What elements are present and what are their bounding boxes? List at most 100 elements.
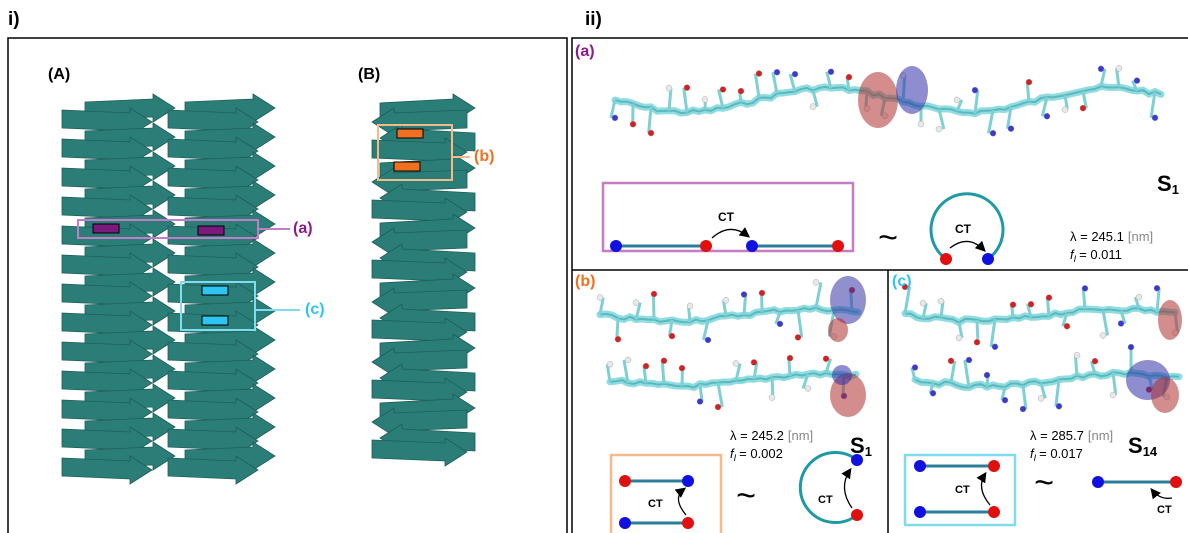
atom <box>930 390 936 396</box>
marker <box>394 162 420 171</box>
marker <box>397 129 423 138</box>
callout-label: (a) <box>293 220 313 237</box>
wavelength: λ = 245.1 [nm] <box>1070 229 1153 244</box>
ct-arrow <box>844 470 852 508</box>
orbital <box>858 72 898 128</box>
atom <box>846 74 852 80</box>
site <box>914 460 926 472</box>
side-chain <box>816 282 821 307</box>
atom <box>972 87 978 93</box>
orbital <box>1151 377 1179 413</box>
side-chain <box>669 88 671 111</box>
site <box>988 460 1000 472</box>
atom <box>805 385 811 391</box>
state: S14 <box>1128 433 1158 460</box>
atom <box>1064 323 1070 329</box>
atom <box>1116 65 1122 71</box>
site <box>851 454 863 466</box>
site <box>1092 476 1104 488</box>
atom <box>597 295 603 301</box>
atom <box>612 115 618 121</box>
atom <box>1010 302 1016 308</box>
marker <box>198 226 224 235</box>
wavelength-unit: [nm] <box>1128 229 1153 244</box>
atom <box>669 333 675 339</box>
atom <box>684 85 690 91</box>
ct: CT <box>818 494 833 506</box>
ct: CT <box>955 484 970 496</box>
marker <box>202 316 228 325</box>
oscillator: fI= 0.002 <box>730 446 783 463</box>
side-chain <box>965 360 969 388</box>
osc-value: = 0.011 <box>1079 247 1122 262</box>
ct-arrow <box>678 489 686 515</box>
atom <box>795 334 801 340</box>
atom <box>1136 294 1142 300</box>
atom <box>956 335 962 341</box>
atom <box>1128 344 1134 350</box>
side-chain <box>798 310 802 337</box>
ct: CT <box>1157 504 1172 516</box>
state-index: 1 <box>865 444 872 459</box>
stack-label: (B) <box>358 66 380 83</box>
atom <box>630 121 636 127</box>
atom <box>679 365 685 371</box>
wavelength-value: λ = 285.7 <box>1030 428 1084 443</box>
atom <box>828 69 834 75</box>
atom <box>687 303 693 309</box>
atom <box>651 291 657 297</box>
side-chain <box>773 72 777 93</box>
site <box>619 517 631 529</box>
ct: CT <box>955 222 972 236</box>
atom <box>1092 358 1098 364</box>
callout-label: (c) <box>305 301 325 318</box>
atom <box>1098 66 1104 72</box>
atom <box>938 298 944 304</box>
ct-arrow <box>981 474 990 505</box>
atom <box>774 69 780 75</box>
atom <box>705 337 711 343</box>
wavelength: λ = 285.7[nm] <box>1030 428 1113 443</box>
atom <box>1044 113 1050 119</box>
atom <box>720 86 726 92</box>
orbital <box>828 318 848 342</box>
state-letter: S <box>1157 171 1172 196</box>
osc-value: = 0.002 <box>739 446 783 461</box>
atom <box>1046 295 1052 301</box>
atom <box>984 372 990 378</box>
atom <box>756 71 762 77</box>
atom <box>787 355 793 361</box>
tilde: ~ <box>736 477 756 515</box>
atom <box>633 300 639 306</box>
state-letter: S <box>1128 433 1143 458</box>
atom <box>813 279 819 285</box>
side-chain <box>718 383 722 407</box>
atom <box>1118 321 1124 327</box>
tilde: ~ <box>1034 464 1054 502</box>
atom <box>759 290 765 296</box>
side-chain <box>977 320 978 342</box>
wavelength-value: λ = 245.1 <box>1070 229 1124 244</box>
side-chain <box>1023 385 1026 409</box>
marker <box>93 224 119 233</box>
state-index: 1 <box>1172 182 1179 197</box>
atom <box>792 71 798 77</box>
atom <box>918 121 924 127</box>
page: {"panel_i": {"label": "i)", "stack_A": "… <box>0 0 1188 533</box>
ct: CT <box>718 210 735 224</box>
backbone <box>905 308 1175 322</box>
wavelength-value: λ = 245.2 <box>730 428 784 443</box>
atom <box>810 104 816 110</box>
ct-arrow <box>1152 490 1172 498</box>
atom <box>751 359 757 365</box>
atom <box>1134 78 1140 84</box>
atom <box>1028 301 1034 307</box>
atom <box>777 321 783 327</box>
wavelength-unit: [nm] <box>788 428 813 443</box>
site <box>982 253 994 265</box>
site <box>988 506 1000 518</box>
atom <box>1008 126 1014 132</box>
atom <box>920 300 926 306</box>
oscillator: fI= 0.011 <box>1070 247 1122 264</box>
site <box>832 240 844 252</box>
